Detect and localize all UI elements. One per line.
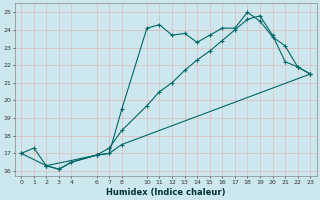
X-axis label: Humidex (Indice chaleur): Humidex (Indice chaleur) <box>106 188 226 197</box>
